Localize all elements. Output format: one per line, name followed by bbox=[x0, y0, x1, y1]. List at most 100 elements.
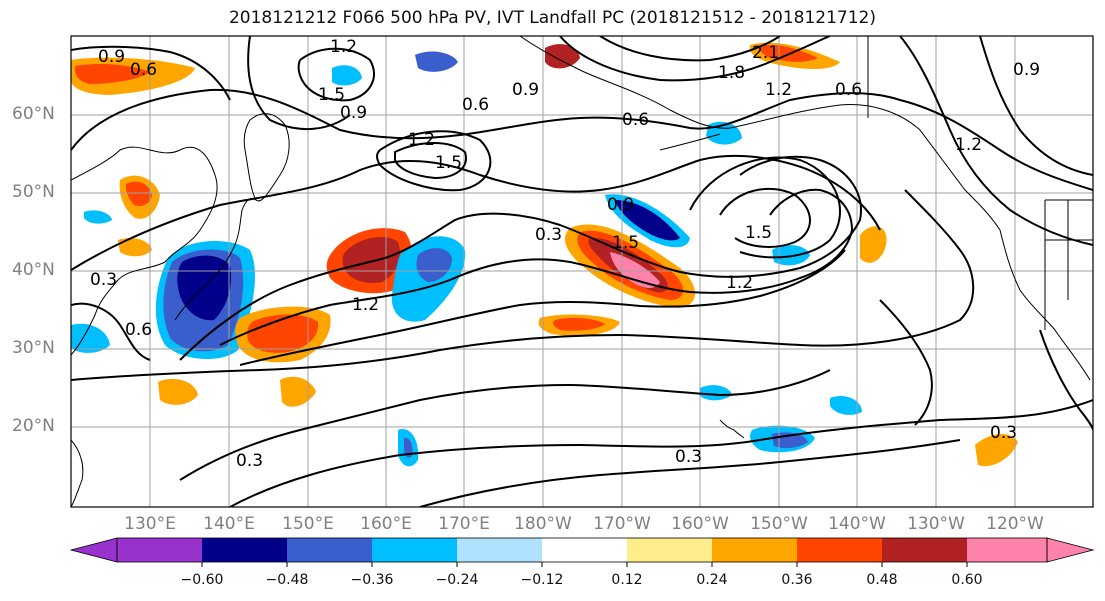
lon-label-150w: 150°W bbox=[750, 514, 808, 534]
contour-c bbox=[179, 155, 862, 361]
contour-label: 0.9 bbox=[512, 80, 539, 100]
contour-u bbox=[71, 302, 151, 361]
lon-label-140w: 140°W bbox=[828, 514, 886, 534]
graticule bbox=[71, 36, 1093, 507]
shade-top-neg bbox=[415, 51, 458, 72]
shade-dipole-neg-core bbox=[416, 248, 452, 282]
colorbar-bin bbox=[117, 538, 202, 562]
colorbar-tick-label: −0.48 bbox=[265, 572, 309, 588]
contour-label: 1.5 bbox=[745, 223, 772, 243]
colorbar bbox=[69, 537, 1095, 567]
colorbar-tick-label: 0.12 bbox=[611, 572, 643, 588]
contour-h bbox=[229, 399, 1093, 507]
contour-label: 0.9 bbox=[607, 195, 634, 215]
lon-label-130e: 130°E bbox=[124, 514, 176, 534]
contour-label: 1.8 bbox=[718, 63, 745, 83]
colorbar-bin bbox=[202, 538, 287, 562]
lat-label-60n: 60°N bbox=[12, 104, 55, 124]
contour-label: 0.9 bbox=[1013, 60, 1040, 80]
contour-label: 2.1 bbox=[752, 43, 779, 63]
map-border bbox=[70, 35, 1094, 508]
shade-neg-150e-55n bbox=[84, 210, 112, 224]
contour-j bbox=[376, 130, 492, 192]
contour-k bbox=[394, 142, 467, 180]
contour-a bbox=[71, 88, 1093, 191]
shade-w-pos-2 bbox=[125, 181, 152, 206]
shade-pos-160e-core bbox=[247, 314, 319, 353]
contour-label-group: 0.9 0.6 1.2 1.5 0.9 0.6 2.1 1.8 1.2 0.6 … bbox=[90, 20, 1089, 471]
coast-aleutians bbox=[659, 133, 721, 151]
lat-label-50n: 50°N bbox=[12, 182, 55, 202]
colorbar-bin bbox=[542, 538, 627, 562]
contour-l bbox=[297, 47, 375, 102]
lon-label-180w: 180°W bbox=[514, 514, 572, 534]
shade-jet-neg-core bbox=[615, 200, 680, 241]
colorbar-bin bbox=[797, 538, 882, 562]
contour-label: 1.5 bbox=[612, 233, 639, 253]
contour-label: 0.6 bbox=[622, 110, 649, 130]
contour-label: 1.2 bbox=[726, 273, 753, 293]
shade-sw-pos-2 bbox=[280, 376, 316, 407]
contour-t bbox=[247, 36, 351, 131]
lon-label-170w: 170°W bbox=[593, 514, 651, 534]
contour-f bbox=[71, 189, 975, 381]
colorbar-tick-marks bbox=[201, 562, 968, 567]
contour-r bbox=[979, 36, 1093, 176]
colorbar-tick-label: 0.36 bbox=[781, 572, 813, 588]
contour-label: 1.2 bbox=[955, 135, 982, 155]
colorbar-tick-label: 0.60 bbox=[951, 572, 983, 588]
contour-n bbox=[719, 187, 811, 248]
contour-d bbox=[219, 188, 854, 346]
colorbar-bin bbox=[287, 538, 372, 562]
contour-b bbox=[71, 155, 881, 271]
coast-alaska bbox=[519, 36, 1001, 231]
shade-se-pos bbox=[975, 434, 1018, 467]
contour-label: 0.6 bbox=[130, 60, 157, 80]
contour-p bbox=[599, 36, 781, 62]
contour-label: 1.2 bbox=[352, 295, 379, 315]
shade-pos-130e-45n bbox=[118, 238, 152, 257]
contour-label: 0.6 bbox=[835, 80, 862, 100]
lat-label-40n: 40°N bbox=[12, 260, 55, 280]
contour-label: 0.3 bbox=[90, 270, 117, 290]
lon-label-120w: 120°W bbox=[986, 514, 1044, 534]
lon-label-160e: 160°E bbox=[360, 514, 412, 534]
coast-philippines bbox=[71, 439, 84, 507]
colorbar-bin bbox=[372, 538, 457, 562]
coast-hawaii bbox=[719, 419, 745, 439]
contour-label: 1.5 bbox=[435, 153, 462, 173]
contour-s bbox=[71, 45, 231, 101]
shade-neg-150w-23n bbox=[830, 395, 862, 415]
lon-label-170e: 170°E bbox=[438, 514, 490, 534]
shade-top-neg-2 bbox=[332, 65, 362, 86]
shade-nw-pos-core bbox=[74, 64, 150, 84]
contour-label: 1.2 bbox=[765, 80, 792, 100]
lon-label-140e: 140°E bbox=[203, 514, 255, 534]
contour-label: 0.6 bbox=[1062, 20, 1089, 40]
lon-label-130w: 130°W bbox=[907, 514, 965, 534]
coast-japan bbox=[174, 197, 257, 321]
colorbar-tick-label: 0.48 bbox=[866, 572, 898, 588]
colorbar-bin bbox=[457, 538, 542, 562]
contour-o bbox=[559, 36, 831, 82]
coast-kamchatka bbox=[243, 113, 290, 202]
contour-e bbox=[239, 249, 846, 366]
contour-label: 0.3 bbox=[236, 451, 263, 471]
colorbar-bin bbox=[712, 538, 797, 562]
contour-label: 0.3 bbox=[990, 423, 1017, 443]
contour-label: 1.2 bbox=[408, 130, 435, 150]
colorbar-tick-label: 0.24 bbox=[696, 572, 728, 588]
colorbar-tick-label: −0.36 bbox=[350, 572, 394, 588]
coastlines bbox=[71, 36, 1093, 507]
shade-top-pos bbox=[545, 44, 580, 69]
colorbar-extend-high bbox=[1046, 537, 1095, 563]
colorbar-tick-label: −0.12 bbox=[520, 572, 564, 588]
contour-g bbox=[179, 369, 831, 481]
lon-label-160w: 160°W bbox=[671, 514, 729, 534]
shade-w-neg-1 bbox=[71, 323, 110, 353]
lat-label-30n: 30°N bbox=[12, 338, 55, 358]
contour-label: 0.9 bbox=[98, 47, 125, 67]
lat-label-20n: 20°N bbox=[12, 416, 55, 436]
shade-sw-pos bbox=[158, 378, 198, 405]
